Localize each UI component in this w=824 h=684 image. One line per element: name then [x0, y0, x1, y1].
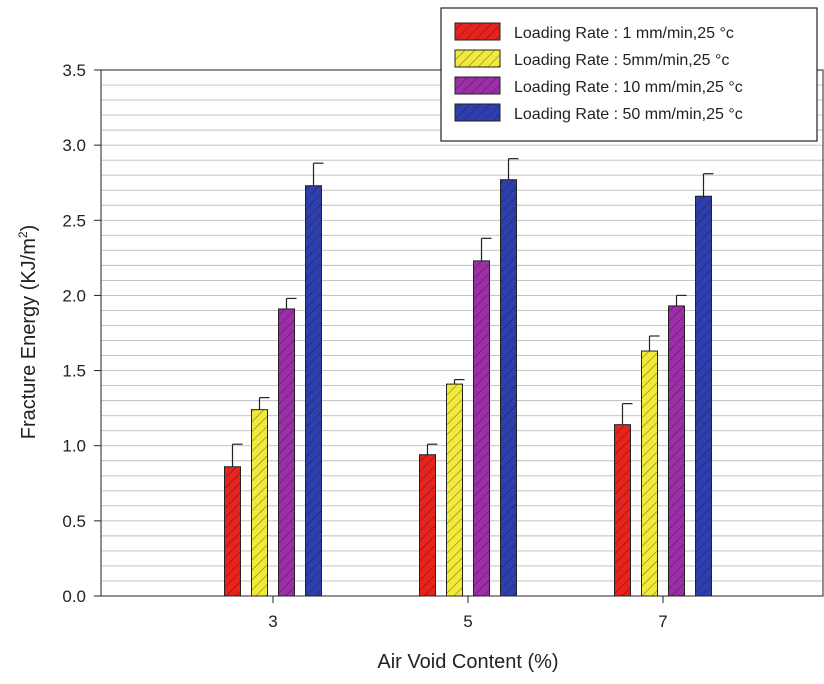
bar	[641, 350, 658, 597]
legend-swatch	[454, 76, 501, 95]
y-tick-label: 3.0	[62, 136, 86, 155]
x-axis-title: Air Void Content (%)	[377, 651, 558, 673]
y-tick-label: 1.5	[62, 362, 86, 381]
legend-swatch	[454, 103, 501, 122]
bar	[695, 195, 712, 597]
bar	[251, 409, 268, 597]
axis-ticks: 0.0 0.5 1.0 1.5 2.0 2.5 3.0 3.5 3 5 7	[62, 61, 667, 631]
y-axis-title-close: )	[18, 225, 40, 232]
bar	[473, 260, 490, 597]
bar	[224, 466, 241, 597]
y-axis-title: Fracture Energy (KJ/m2)	[16, 225, 40, 440]
bar	[305, 185, 322, 597]
y-tick-label: 0.5	[62, 512, 86, 531]
y-tick-label: 0.0	[62, 587, 86, 606]
legend-swatch	[454, 22, 501, 41]
x-tick-label: 5	[463, 612, 472, 631]
y-tick-label: 1.0	[62, 437, 86, 456]
y-tick-label: 2.5	[62, 211, 86, 230]
legend-box	[440, 7, 818, 142]
bar	[668, 305, 685, 597]
y-axis-title-main: Fracture Energy (KJ/m	[18, 238, 40, 439]
bar	[419, 454, 436, 597]
legend-label: Loading Rate : 1 mm/min,25 °c	[514, 25, 734, 42]
legend-label: Loading Rate : 5mm/min,25 °c	[514, 52, 729, 69]
bar	[446, 383, 463, 597]
bar	[278, 308, 295, 597]
x-tick-label: 7	[658, 612, 667, 631]
x-tick-label: 3	[268, 612, 277, 631]
y-axis-title-superscript: 2	[16, 231, 30, 238]
bar	[614, 424, 631, 597]
bar	[500, 179, 517, 597]
legend-swatch	[454, 49, 501, 68]
legend-label: Loading Rate : 50 mm/min,25 °c	[514, 106, 743, 123]
bars	[224, 158, 714, 597]
legend-label: Loading Rate : 10 mm/min,25 °c	[514, 79, 743, 96]
y-tick-label: 3.5	[62, 61, 86, 80]
legend: Loading Rate : 1 mm/min,25 °c Loading Rat…	[440, 7, 818, 142]
y-tick-label: 2.0	[62, 286, 86, 305]
